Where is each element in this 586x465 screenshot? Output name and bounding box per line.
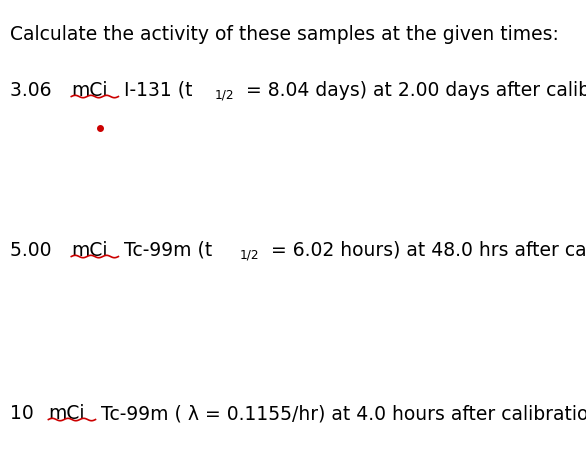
Text: Calculate the activity of these samples at the given times:: Calculate the activity of these samples … — [10, 25, 559, 44]
Text: mCi: mCi — [71, 241, 108, 260]
Text: 1/2: 1/2 — [214, 88, 234, 101]
Text: mCi: mCi — [71, 81, 108, 100]
Text: = 6.02 hours) at 48.0 hrs after calibration: = 6.02 hours) at 48.0 hrs after calibrat… — [265, 241, 586, 260]
Text: 3.06: 3.06 — [10, 81, 57, 100]
Text: mCi: mCi — [49, 404, 85, 423]
Text: = 8.04 days) at 2.00 days after calibration: = 8.04 days) at 2.00 days after calibrat… — [240, 81, 586, 100]
Text: 10: 10 — [10, 404, 40, 423]
Text: 5.00: 5.00 — [10, 241, 57, 260]
Text: I-131 (t: I-131 (t — [118, 81, 193, 100]
Text: 1/2: 1/2 — [240, 248, 260, 261]
Text: Tc-99m (t: Tc-99m (t — [118, 241, 213, 260]
Text: Tc-99m ( λ = 0.1155/hr) at 4.0 hours after calibration: Tc-99m ( λ = 0.1155/hr) at 4.0 hours aft… — [96, 404, 586, 423]
